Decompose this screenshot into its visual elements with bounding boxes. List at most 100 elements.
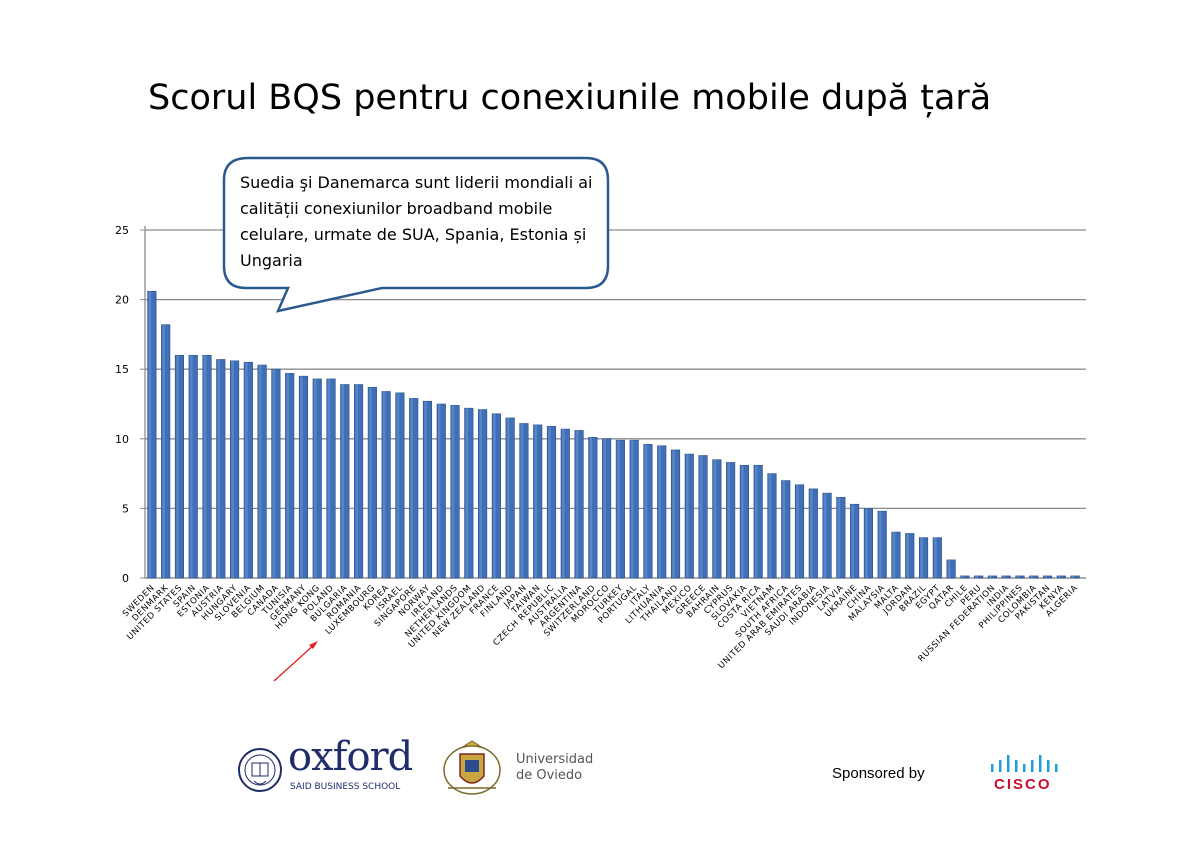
- bar: [698, 455, 708, 579]
- bar-highlight: [189, 355, 193, 578]
- oxford-subtitle: SAID BUSINESS SCHOOL: [290, 782, 401, 792]
- bar: [932, 537, 942, 579]
- bar: [615, 439, 625, 579]
- y-tick-labels: 0 5 10 15 20 25: [115, 224, 129, 585]
- bar: [588, 437, 598, 579]
- bar: [436, 403, 446, 579]
- bar: [257, 364, 267, 579]
- bar: [1029, 575, 1039, 579]
- bar: [657, 445, 667, 579]
- bar-highlight: [1058, 575, 1061, 578]
- bar-highlight: [617, 440, 620, 578]
- bar: [354, 384, 364, 579]
- bar-highlight: [810, 488, 813, 578]
- bar-highlight: [217, 359, 221, 578]
- bar: [726, 462, 736, 579]
- bar-highlight: [562, 429, 565, 578]
- y-tick-label: 20: [115, 294, 129, 307]
- oviedo-name-line1: Universidad: [516, 752, 594, 767]
- bar-highlight: [313, 378, 317, 578]
- bar-highlight: [603, 438, 606, 578]
- bar-highlight: [424, 401, 427, 578]
- y-tick-label: 10: [115, 433, 129, 446]
- bar: [546, 425, 557, 579]
- bar-highlight: [176, 355, 179, 578]
- bar-highlight: [506, 417, 510, 578]
- bar: [243, 361, 253, 579]
- callout-bubble: [222, 156, 610, 313]
- y-tick-label: 15: [115, 363, 129, 376]
- bar-highlight: [975, 575, 978, 578]
- bar: [836, 496, 846, 579]
- bar-highlight: [327, 378, 331, 578]
- bar-highlight: [382, 391, 386, 578]
- bar: [877, 510, 887, 579]
- bar-highlight: [741, 465, 744, 578]
- bar-highlight: [162, 324, 165, 578]
- bar-highlight: [369, 387, 372, 578]
- bar: [381, 391, 391, 579]
- oviedo-crest-icon: [443, 740, 501, 795]
- bar-highlight: [410, 398, 413, 578]
- bar-highlight: [341, 384, 345, 578]
- bar: [753, 464, 763, 579]
- bar-highlight: [796, 484, 799, 578]
- sponsored-by-label: Sponsored by: [832, 765, 925, 782]
- bar: [1042, 575, 1053, 579]
- bar-highlight: [947, 559, 951, 578]
- bar-highlight: [672, 449, 675, 578]
- bar-highlight: [851, 504, 854, 578]
- bar: [464, 407, 474, 579]
- bar: [602, 438, 612, 579]
- bar: [574, 430, 584, 579]
- bar: [367, 386, 377, 579]
- bar-highlight: [644, 444, 648, 578]
- oxford-wordmark: oxford: [288, 734, 413, 780]
- bar-highlight: [493, 413, 496, 578]
- bar-highlight: [727, 462, 730, 578]
- bar: [491, 413, 501, 579]
- bar-highlight: [203, 355, 207, 578]
- bar: [560, 428, 570, 579]
- bar-highlight: [258, 365, 262, 578]
- bar: [174, 354, 185, 579]
- bar-highlight: [589, 437, 593, 578]
- bar-highlight: [713, 459, 717, 578]
- red-arrow-icon: [273, 641, 318, 682]
- y-tick-label: 0: [122, 572, 129, 585]
- bar: [974, 575, 984, 579]
- bar-highlight: [989, 575, 992, 578]
- bar-highlight: [355, 384, 358, 578]
- bar: [987, 575, 998, 579]
- bar-highlight: [286, 373, 289, 578]
- bar: [422, 400, 433, 579]
- bar: [409, 398, 419, 579]
- bar: [684, 453, 694, 579]
- bar: [891, 531, 901, 579]
- bar: [781, 480, 791, 579]
- bar-highlight: [231, 360, 234, 578]
- bar: [395, 392, 405, 579]
- bar: [712, 459, 722, 579]
- bar-highlight: [961, 575, 965, 578]
- bar: [450, 405, 460, 579]
- bar: [643, 444, 653, 579]
- bar-highlight: [837, 497, 841, 578]
- bar-highlight: [686, 454, 689, 578]
- oxford-seal-icon: [238, 748, 282, 792]
- bar-highlight: [148, 291, 152, 578]
- bar: [946, 559, 956, 579]
- bar-highlight: [1044, 575, 1047, 578]
- bar-highlight: [878, 511, 882, 578]
- bar-highlight: [934, 537, 937, 578]
- bar-highlight: [465, 408, 469, 578]
- bar-highlight: [437, 404, 441, 578]
- oviedo-name: Universidad de Oviedo: [516, 752, 616, 784]
- bar-highlight: [658, 445, 662, 578]
- bar: [326, 378, 336, 579]
- bar: [794, 484, 805, 579]
- bar: [519, 423, 529, 579]
- bar: [822, 492, 832, 579]
- bar-highlight: [754, 465, 758, 578]
